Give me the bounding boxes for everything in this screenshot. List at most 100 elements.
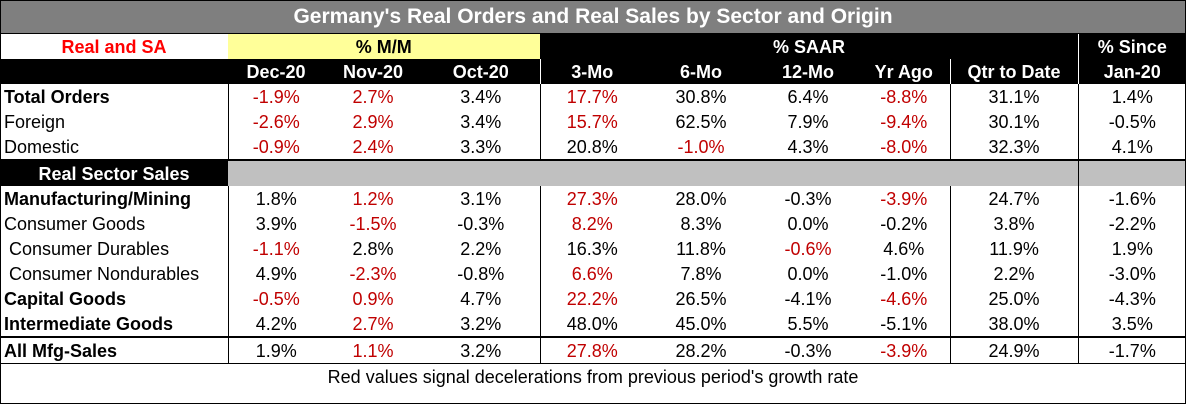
col-header: Nov-20 [324, 59, 422, 84]
value-cell: -8.8% [880, 86, 928, 107]
value-cell: 11.8% [676, 238, 726, 259]
value-cell: -1.0% [677, 136, 725, 157]
row-label: Consumer Goods [4, 213, 146, 234]
value-cell: 16.3% [539, 236, 645, 261]
value-cell: -0.6% [784, 238, 832, 259]
value-cell: 2.2% [949, 261, 1079, 286]
row-label: Total Orders [4, 86, 110, 107]
value-cell: 3.1% [460, 188, 502, 209]
value-cell: 3.4% [460, 86, 502, 107]
value-cell: -1.1% [227, 236, 324, 261]
row-label: Intermediate Goods [4, 313, 174, 334]
value-cell: -3.0% [1077, 261, 1186, 286]
value-cell: 0.0% [787, 213, 829, 234]
row-label: Foreign [4, 111, 66, 132]
section-fill [422, 160, 541, 186]
value-cell: 27.8% [539, 336, 645, 364]
table-title: Germany's Real Orders and Real Sales by … [0, 0, 1186, 34]
row-label: Consumer Nondurables [4, 263, 200, 284]
value-cell: 20.8% [539, 134, 645, 160]
section-fill [644, 160, 759, 186]
group-header-saar: % SAAR [539, 34, 1079, 59]
value-cell: 30.1% [949, 109, 1079, 134]
col-header: 6-Mo [644, 59, 759, 84]
section-fill [950, 160, 1079, 186]
value-cell: 24.7% [949, 186, 1079, 211]
table-grid: Real and SA % M/M % SAAR % Since Dec-20 … [0, 34, 1186, 389]
value-cell: 0.9% [352, 288, 394, 309]
corner-label: Real and SA [61, 36, 167, 57]
value-cell: 3.8% [949, 211, 1079, 236]
value-cell: -8.0% [880, 136, 928, 157]
value-cell: 28.2% [644, 336, 759, 364]
value-cell: -2.2% [1077, 211, 1186, 236]
col-header: Yr Ago [858, 59, 951, 84]
value-cell: -0.3% [784, 188, 832, 209]
value-cell: 1.8% [227, 186, 324, 211]
value-cell: 15.7% [539, 109, 645, 134]
value-cell: -1.9% [227, 84, 324, 109]
value-cell: -0.5% [227, 286, 324, 311]
value-cell: 17.7% [539, 84, 645, 109]
value-cell: 7.8% [680, 263, 722, 284]
value-cell: 2.7% [352, 86, 394, 107]
group-header-since: % Since [1077, 34, 1186, 59]
value-cell: 1.2% [352, 188, 394, 209]
group-header-mm: % M/M [228, 34, 541, 59]
value-cell: 25.0% [949, 286, 1079, 311]
value-cell: 30.8% [675, 86, 727, 107]
value-cell: 8.3% [680, 213, 722, 234]
footer-note: Red values signal decelerations from pre… [0, 363, 1186, 389]
table-row: Consumer Durables -1.1% 2.8% 2.2% 16.3% 11.8%… [0, 236, 1186, 261]
value-cell: 3.9% [227, 211, 324, 236]
value-cell: 3.2% [422, 336, 541, 364]
value-cell: -1.0% [880, 263, 928, 284]
row-label: Domestic [4, 136, 80, 157]
value-cell: 2.4% [352, 136, 394, 157]
value-cell: 4.6% [883, 238, 925, 259]
value-cell: -0.5% [1077, 109, 1186, 134]
table-row: Consumer Nondurables 4.9% -2.3% -0.8% 6.6% 7.… [0, 261, 1186, 286]
value-cell: -0.9% [227, 134, 324, 160]
value-cell: 4.2% [227, 311, 324, 337]
table-row: All Mfg-Sales 1.9% 1.1% 3.2% 27.8% 28.2% -0.3%… [0, 336, 1186, 364]
value-cell: 3.5% [1077, 311, 1186, 337]
value-cell: 62.5% [675, 111, 727, 132]
table-row: Consumer Goods 3.9% -1.5% -0.3% 8.2% 8.3% 0.0%… [0, 211, 1186, 236]
col-header: 12-Mo [758, 59, 859, 84]
value-cell: -2.3% [349, 263, 397, 284]
value-cell: -9.4% [880, 111, 928, 132]
value-cell: 4.7% [460, 288, 502, 309]
table-row: Manufacturing/Mining 1.8% 1.2% 3.1% 27.3% 28.… [0, 186, 1186, 211]
value-cell: 26.5% [675, 288, 727, 309]
section-fill [858, 160, 951, 186]
value-cell: 3.4% [460, 111, 502, 132]
value-cell: 27.3% [539, 186, 645, 211]
value-cell: 32.3% [949, 134, 1079, 160]
value-cell: 4.9% [227, 261, 324, 286]
value-cell: -0.2% [880, 213, 928, 234]
value-cell: 31.1% [949, 84, 1079, 109]
value-cell: 38.0% [949, 311, 1079, 337]
value-cell: 2.9% [352, 111, 394, 132]
value-cell: -1.5% [349, 213, 397, 234]
value-cell: 7.9% [787, 111, 829, 132]
value-cell: -4.6% [880, 288, 928, 309]
value-cell: 1.9% [1077, 236, 1186, 261]
row-label: Manufacturing/Mining [4, 188, 191, 209]
row-label: Consumer Durables [4, 238, 170, 259]
value-cell: 28.0% [675, 188, 727, 209]
header-row-groups: Real and SA % M/M % SAAR % Since [0, 34, 1186, 59]
value-cell: 1.4% [1077, 84, 1186, 109]
col-header: Qtr to Date [949, 59, 1079, 84]
value-cell: 4.3% [787, 136, 829, 157]
header-label-cell [0, 59, 228, 84]
value-cell: 22.2% [539, 286, 645, 311]
table-row: Intermediate Goods 4.2% 2.7% 3.2% 48.0% 45.0%… [0, 311, 1186, 337]
value-cell: -0.8% [457, 263, 505, 284]
value-cell: 4.1% [1077, 134, 1186, 160]
value-cell: 3.3% [460, 136, 502, 157]
value-cell: 8.2% [539, 211, 645, 236]
value-cell: 45.0% [675, 313, 727, 334]
